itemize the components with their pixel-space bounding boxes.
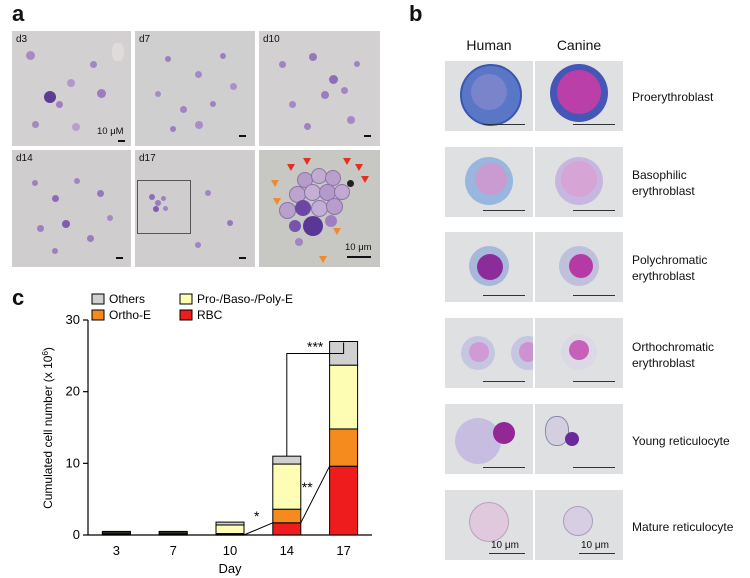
sig-label-3: *** [307, 339, 324, 355]
x-tick-label: 7 [170, 543, 177, 558]
tile-human-proerythroblast [445, 61, 533, 131]
tile-human-young-reticulocyte [445, 404, 533, 474]
bar-segment [158, 530, 188, 533]
stage-label-proerythroblast: Proerythroblast [632, 90, 714, 104]
bar-segment [215, 521, 245, 526]
micrograph-d7: d7 [135, 31, 255, 146]
y-axis-title-end: ) [41, 347, 55, 351]
col-header-human: Human [466, 37, 512, 53]
tile-canine-orthochromatic [535, 318, 623, 388]
y-tick-label: 0 [73, 527, 80, 542]
x-tick-label: 10 [223, 543, 237, 558]
stage-label-basophilic: Basophilic erythroblast [632, 168, 695, 198]
panel-letter-b: b [409, 1, 423, 26]
tile-human-polychromatic [445, 232, 533, 302]
micrograph-d10: d10 [259, 31, 380, 146]
bar-segment [329, 428, 359, 467]
bar-segment [215, 524, 245, 535]
col-header-canine: Canine [556, 37, 602, 53]
legend-swatch [91, 309, 105, 321]
scale-bar-d17 [239, 257, 246, 259]
legend-label: RBC [197, 308, 223, 322]
scale-bar-zoom [347, 256, 371, 258]
tile-human-mature-reticulocyte: 10 μm [445, 490, 533, 560]
x-tick-label: 14 [280, 543, 294, 558]
bar-segment [272, 455, 302, 465]
y-axis-title-sup: 6 [41, 351, 50, 356]
y-axis-title: Cumulated cell number (x 106) [41, 347, 56, 509]
bar-segment [272, 522, 302, 536]
micrograph-d17: d17 [135, 150, 255, 267]
legend-label: Others [109, 292, 145, 306]
tile-canine-mature-reticulocyte: 10 μm [535, 490, 623, 560]
bar-segment [329, 465, 359, 536]
bar-segment [329, 364, 359, 430]
tile-canine-polychromatic [535, 232, 623, 302]
tile-human-orthochromatic [445, 318, 533, 388]
stage-label-mature-reticulocyte: Mature reticulocyte [632, 520, 734, 534]
micrograph-d17-zoom: 10 μm [259, 150, 380, 267]
scale-label-canine: 10 μm [581, 540, 609, 551]
x-axis-title: Day [218, 561, 242, 576]
bar-segment [272, 463, 302, 510]
bar-segment [272, 508, 302, 524]
stacked-bar-chart: Cumulated cell number (x 106) Day 0 10 20 3… [41, 292, 372, 576]
scale-bar-d10 [364, 135, 371, 137]
scale-label-human: 10 μm [491, 540, 519, 551]
tile-human-basophilic [445, 147, 533, 217]
y-tick-label: 30 [66, 312, 80, 327]
sig-label-1: * [254, 508, 260, 524]
sig-label-2: ** [302, 479, 313, 495]
sig-line-1 [243, 522, 273, 536]
y-tick-label: 20 [66, 384, 80, 399]
legend-swatch [179, 309, 193, 321]
day-label-d10: d10 [263, 34, 280, 45]
tile-canine-young-reticulocyte [535, 404, 623, 474]
legend-swatch [179, 293, 193, 305]
day-label-d3: d3 [16, 34, 28, 45]
day-label-d17: d17 [139, 153, 156, 164]
scale-bar-d3 [118, 140, 125, 142]
zoom-region-box [137, 180, 191, 234]
y-tick-label: 10 [66, 455, 80, 470]
panel-letter-c: c [12, 285, 25, 310]
tile-canine-proerythroblast [535, 61, 623, 131]
scale-label-zoom: 10 μm [345, 242, 372, 253]
panel-letter-a: a [12, 1, 25, 26]
scale-label-d3: 10 μM [97, 126, 124, 137]
day-label-d14: d14 [16, 153, 33, 164]
x-tick-label: 17 [336, 543, 350, 558]
sig-bracket-3 [286, 342, 345, 457]
sig-line-2 [300, 465, 331, 524]
tile-canine-basophilic [535, 147, 623, 217]
scale-bar-d7 [239, 135, 246, 137]
micrograph-d3: d3 10 μM [12, 31, 131, 146]
bar-segment [101, 530, 131, 533]
legend-label: Ortho-E [109, 308, 151, 322]
day-label-d7: d7 [139, 34, 151, 45]
stage-label-orthochromatic: Orthochromatic erythroblast [632, 340, 715, 370]
micrograph-d14: d14 [12, 150, 131, 267]
scale-bar-d14 [116, 257, 123, 259]
legend-label: Pro-/Baso-/Poly-E [197, 292, 293, 306]
x-tick-label: 3 [113, 543, 120, 558]
stage-label-young-reticulocyte: Young reticulocyte [632, 434, 730, 448]
stage-label-polychromatic: Polychromatic erythroblast [632, 253, 708, 283]
legend-swatch [91, 293, 105, 305]
y-axis-title-main: Cumulated cell number (x 10 [41, 355, 55, 509]
